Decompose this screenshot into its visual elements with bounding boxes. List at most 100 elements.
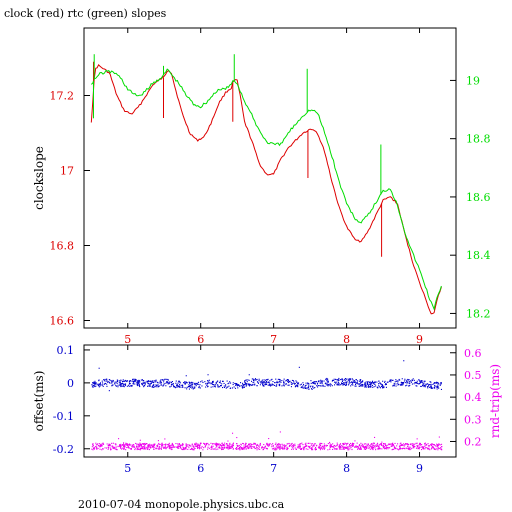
rnd-trip-point bbox=[342, 442, 344, 444]
rnd-trip-point bbox=[431, 446, 433, 448]
offset-point bbox=[253, 379, 255, 381]
rnd-trip-point bbox=[193, 447, 195, 449]
rnd-trip-point bbox=[341, 448, 343, 450]
offset-point bbox=[293, 382, 295, 384]
offset-point bbox=[249, 384, 251, 386]
offset-point bbox=[295, 385, 297, 387]
offset-point bbox=[159, 380, 161, 382]
offset-point bbox=[228, 382, 230, 384]
offset-point bbox=[423, 380, 425, 382]
offset-point bbox=[105, 378, 107, 380]
rnd-trip-point bbox=[355, 446, 357, 448]
offset-point bbox=[109, 382, 111, 384]
offset-point bbox=[268, 382, 270, 384]
rnd-trip-point bbox=[115, 446, 117, 448]
rnd-trip-point bbox=[177, 447, 179, 449]
offset-point bbox=[210, 386, 212, 388]
offset-point bbox=[259, 384, 261, 386]
offset-point bbox=[415, 382, 417, 384]
offset-point bbox=[128, 380, 130, 382]
offset-point bbox=[353, 381, 355, 383]
rnd-trip-point bbox=[178, 447, 180, 449]
offset-point bbox=[380, 387, 382, 389]
offset-point bbox=[240, 382, 242, 384]
offset-point bbox=[336, 383, 338, 385]
offset-point bbox=[437, 382, 439, 384]
offset-point bbox=[352, 381, 354, 383]
offset-point bbox=[355, 379, 357, 381]
offset-point bbox=[435, 382, 437, 384]
offset-point bbox=[221, 383, 223, 385]
rnd-trip-point bbox=[300, 448, 302, 450]
rnd-trip-point bbox=[93, 447, 95, 449]
rnd-trip-point bbox=[96, 447, 98, 449]
rnd-trip-point bbox=[121, 444, 123, 446]
offset-point bbox=[346, 380, 348, 382]
y-tick-label: 16.8 bbox=[50, 240, 75, 253]
offset-point bbox=[128, 382, 130, 384]
rnd-trip-point bbox=[407, 446, 409, 448]
y-tick-label: -0.2 bbox=[53, 443, 74, 456]
offset-point bbox=[171, 383, 173, 385]
rnd-trip-point bbox=[189, 444, 191, 446]
rnd-trip-point bbox=[400, 442, 402, 444]
rnd-trip-point bbox=[432, 446, 434, 448]
rnd-trip-point bbox=[299, 446, 301, 448]
rnd-trip-point bbox=[329, 448, 331, 450]
rnd-trip-point bbox=[106, 447, 108, 449]
rnd-trip-point bbox=[218, 443, 220, 445]
rnd-trip-point bbox=[191, 447, 193, 449]
rnd-trip-point bbox=[235, 448, 237, 450]
rnd-trip-point bbox=[432, 447, 434, 449]
offset-point bbox=[326, 380, 328, 382]
offset-point bbox=[95, 385, 97, 387]
offset-point bbox=[225, 385, 227, 387]
offset-point bbox=[385, 386, 387, 388]
offset-point bbox=[162, 379, 164, 381]
rnd-trip-point bbox=[223, 447, 225, 449]
rnd-trip-point bbox=[303, 448, 305, 450]
rnd-trip-point bbox=[408, 443, 410, 445]
rnd-trip-point bbox=[254, 442, 256, 444]
offset-point bbox=[248, 374, 250, 376]
offset-point bbox=[317, 386, 319, 388]
rnd-trip-point bbox=[96, 446, 98, 448]
rnd-trip-point bbox=[264, 446, 266, 448]
rnd-trip-point bbox=[133, 446, 135, 448]
rnd-trip-point bbox=[218, 446, 220, 448]
offset-point bbox=[123, 380, 125, 382]
rnd-trip-point bbox=[111, 445, 113, 447]
offset-point bbox=[257, 382, 259, 384]
rnd-trip-point bbox=[268, 445, 270, 447]
offset-point bbox=[409, 384, 411, 386]
offset-point bbox=[129, 380, 131, 382]
rnd-trip-point bbox=[382, 444, 384, 446]
rnd-trip-point bbox=[339, 445, 341, 447]
offset-point bbox=[198, 385, 200, 387]
rnd-trip-point bbox=[371, 448, 373, 450]
offset-point bbox=[201, 380, 203, 382]
offset-point bbox=[143, 381, 145, 383]
rnd-trip-point bbox=[256, 443, 258, 445]
offset-point bbox=[313, 382, 315, 384]
rnd-trip-point bbox=[344, 442, 346, 444]
offset-point bbox=[134, 381, 136, 383]
offset-point bbox=[259, 381, 261, 383]
rnd-trip-point bbox=[204, 446, 206, 448]
rnd-trip-point bbox=[293, 444, 295, 446]
offset-point bbox=[305, 387, 307, 389]
y2-tick-label: 0.5 bbox=[464, 369, 482, 382]
offset-point bbox=[367, 381, 369, 383]
rnd-trip-point bbox=[335, 448, 337, 450]
rnd-trip-point bbox=[357, 448, 359, 450]
rnd-trip-point bbox=[388, 443, 390, 445]
offset-point bbox=[189, 386, 191, 388]
rnd-trip-point bbox=[236, 437, 238, 439]
rnd-trip-point bbox=[362, 446, 364, 448]
rnd-trip-point bbox=[351, 443, 353, 445]
offset-point bbox=[276, 380, 278, 382]
offset-point bbox=[159, 382, 161, 384]
offset-point bbox=[345, 384, 347, 386]
offset-point bbox=[362, 385, 364, 387]
offset-point bbox=[316, 383, 318, 385]
